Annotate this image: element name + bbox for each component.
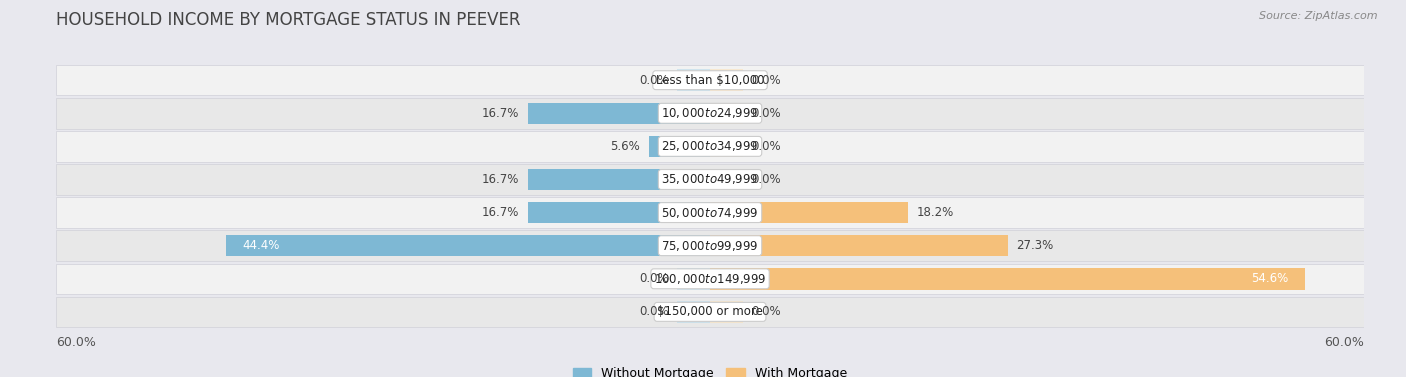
- Bar: [56, 98, 1364, 129]
- Bar: [226, 235, 710, 256]
- Text: 0.0%: 0.0%: [751, 140, 782, 153]
- Bar: [710, 235, 1008, 256]
- Bar: [56, 164, 1364, 195]
- Bar: [56, 264, 1364, 294]
- Bar: [56, 297, 1364, 327]
- Bar: [678, 301, 710, 323]
- Text: 0.0%: 0.0%: [638, 272, 669, 285]
- Text: 60.0%: 60.0%: [1324, 336, 1364, 349]
- Bar: [710, 202, 908, 223]
- Text: $100,000 to $149,999: $100,000 to $149,999: [654, 272, 766, 286]
- Legend: Without Mortgage, With Mortgage: Without Mortgage, With Mortgage: [568, 362, 852, 377]
- Text: 0.0%: 0.0%: [751, 74, 782, 87]
- Text: $150,000 or more: $150,000 or more: [657, 305, 763, 319]
- Text: $75,000 to $99,999: $75,000 to $99,999: [661, 239, 759, 253]
- Bar: [56, 131, 1364, 162]
- Bar: [56, 65, 1364, 95]
- Bar: [710, 169, 742, 190]
- Text: 18.2%: 18.2%: [917, 206, 955, 219]
- Text: 0.0%: 0.0%: [751, 173, 782, 186]
- Bar: [710, 268, 1305, 290]
- Bar: [529, 169, 710, 190]
- Text: 27.3%: 27.3%: [1017, 239, 1053, 252]
- Text: $25,000 to $34,999: $25,000 to $34,999: [661, 139, 759, 153]
- Text: Source: ZipAtlas.com: Source: ZipAtlas.com: [1260, 11, 1378, 21]
- Bar: [710, 69, 742, 91]
- Text: 0.0%: 0.0%: [751, 305, 782, 319]
- Bar: [650, 136, 710, 157]
- Text: Less than $10,000: Less than $10,000: [655, 74, 765, 87]
- Text: $50,000 to $74,999: $50,000 to $74,999: [661, 205, 759, 219]
- Text: 5.6%: 5.6%: [610, 140, 640, 153]
- Bar: [529, 202, 710, 223]
- Bar: [710, 103, 742, 124]
- Text: 16.7%: 16.7%: [482, 173, 519, 186]
- Bar: [710, 301, 742, 323]
- Text: 16.7%: 16.7%: [482, 107, 519, 120]
- Text: 16.7%: 16.7%: [482, 206, 519, 219]
- Text: 0.0%: 0.0%: [751, 107, 782, 120]
- Text: 60.0%: 60.0%: [56, 336, 96, 349]
- Text: $35,000 to $49,999: $35,000 to $49,999: [661, 173, 759, 187]
- Text: $10,000 to $24,999: $10,000 to $24,999: [661, 106, 759, 120]
- Text: HOUSEHOLD INCOME BY MORTGAGE STATUS IN PEEVER: HOUSEHOLD INCOME BY MORTGAGE STATUS IN P…: [56, 11, 520, 29]
- Bar: [678, 268, 710, 290]
- Text: 0.0%: 0.0%: [638, 74, 669, 87]
- Bar: [678, 69, 710, 91]
- Text: 44.4%: 44.4%: [243, 239, 280, 252]
- Bar: [529, 103, 710, 124]
- Bar: [56, 230, 1364, 261]
- Bar: [710, 136, 742, 157]
- Bar: [56, 198, 1364, 228]
- Text: 54.6%: 54.6%: [1251, 272, 1289, 285]
- Text: 0.0%: 0.0%: [638, 305, 669, 319]
